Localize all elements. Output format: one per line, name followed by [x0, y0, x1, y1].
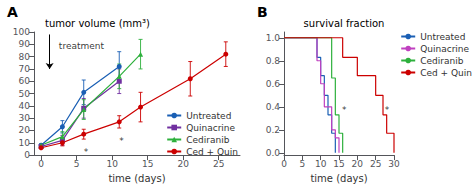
svg-text:time (days): time (days) [310, 173, 367, 184]
svg-text:time (days): time (days) [108, 173, 165, 184]
svg-text:20: 20 [352, 159, 364, 169]
svg-text:Untreated: Untreated [186, 111, 231, 121]
svg-text:25: 25 [370, 159, 381, 169]
svg-text:15: 15 [142, 159, 153, 169]
svg-text:0: 0 [38, 159, 44, 169]
svg-text:25: 25 [213, 159, 224, 169]
svg-text:*: * [342, 105, 347, 115]
svg-text:60: 60 [19, 76, 31, 86]
svg-text:tumor volume (mm³): tumor volume (mm³) [45, 18, 150, 29]
svg-text:10: 10 [106, 159, 118, 169]
svg-text:1.0: 1.0 [266, 33, 281, 43]
svg-text:0.2: 0.2 [266, 125, 280, 135]
svg-text:0.8: 0.8 [266, 56, 281, 66]
svg-text:Ced + Quin: Ced + Quin [186, 147, 238, 157]
svg-text:40: 40 [19, 101, 31, 111]
svg-text:Cediranib: Cediranib [420, 56, 463, 66]
svg-text:90: 90 [19, 39, 31, 49]
svg-text:20: 20 [177, 159, 189, 169]
svg-text:Ced + Quin: Ced + Quin [420, 68, 472, 78]
svg-text:30: 30 [388, 159, 400, 169]
svg-text:0.4: 0.4 [266, 102, 281, 112]
svg-text:Untreated: Untreated [420, 32, 465, 42]
svg-text:70: 70 [19, 64, 31, 74]
svg-text:10: 10 [315, 159, 327, 169]
svg-text:20: 20 [19, 125, 31, 135]
svg-text:B: B [257, 4, 268, 20]
svg-text:100: 100 [13, 27, 30, 37]
svg-text:15: 15 [333, 159, 344, 169]
svg-text:5: 5 [299, 159, 305, 169]
svg-text:Quinacrine: Quinacrine [420, 44, 469, 54]
svg-text:30: 30 [19, 113, 31, 123]
svg-text:5: 5 [74, 159, 80, 169]
svg-text:50: 50 [19, 89, 31, 99]
svg-text:0: 0 [281, 159, 287, 169]
svg-text:10: 10 [19, 138, 31, 148]
svg-text:*: * [119, 136, 124, 146]
svg-text:0.6: 0.6 [266, 79, 281, 89]
svg-text:0: 0 [24, 150, 30, 160]
svg-text:*: * [385, 105, 390, 115]
svg-text:survival fraction: survival fraction [304, 18, 385, 29]
svg-text:Quinacrine: Quinacrine [186, 123, 235, 133]
svg-text:treatment: treatment [59, 41, 105, 51]
svg-text:*: * [84, 147, 89, 157]
svg-text:80: 80 [19, 52, 31, 62]
svg-text:0.0: 0.0 [266, 148, 281, 158]
svg-text:Cediranib: Cediranib [186, 135, 229, 145]
svg-text:A: A [7, 4, 18, 20]
